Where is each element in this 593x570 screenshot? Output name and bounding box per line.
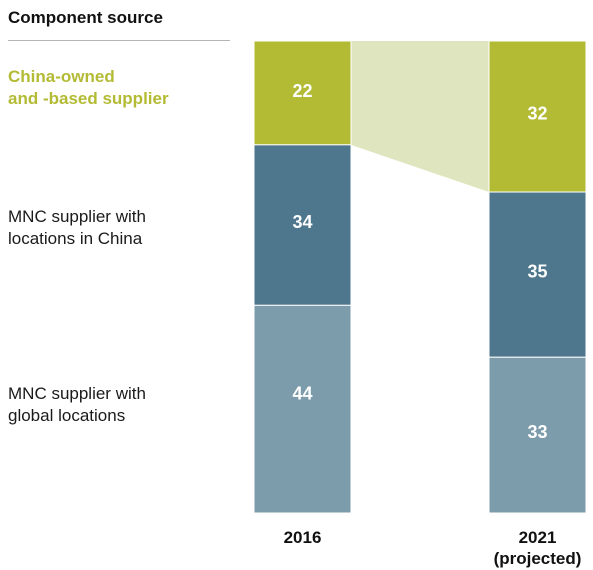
- chart-labels: 22 34 44 2016 32 35 33 2021 (projected): [284, 81, 582, 568]
- bar-segment-2016-s1: [253, 144, 352, 306]
- bar-segment-2016-s2: [253, 304, 352, 514]
- data-label-2021-s2: 33: [527, 422, 547, 442]
- bar-segment-2021-s0: [488, 40, 587, 193]
- data-label-2016-s2: 44: [292, 383, 312, 403]
- legend-label-mnc-china: MNC supplier with locations in China: [8, 207, 146, 248]
- legend-label-china-owned: China-owned and -based supplier: [8, 67, 169, 108]
- data-label-2021-s1: 35: [527, 261, 547, 281]
- chart-marks: [253, 40, 587, 514]
- data-label-2016-s0: 22: [292, 81, 312, 101]
- bar-segment-2021-s1: [488, 191, 587, 358]
- bar-segment-2021-s2: [488, 356, 587, 514]
- category-label-2021: 2021: [519, 528, 557, 547]
- bar-segment-2016-s0: [253, 40, 352, 146]
- legend-label-mnc-global: MNC supplier with global locations: [8, 384, 146, 425]
- header-divider: [8, 40, 230, 41]
- data-label-2016-s1: 34: [292, 212, 312, 232]
- data-label-2021-s0: 32: [527, 103, 547, 123]
- category-sublabel-2021: (projected): [494, 549, 582, 568]
- connector-band: [351, 41, 489, 193]
- category-label-2016: 2016: [284, 528, 322, 547]
- chart-header: Component source: [8, 8, 163, 27]
